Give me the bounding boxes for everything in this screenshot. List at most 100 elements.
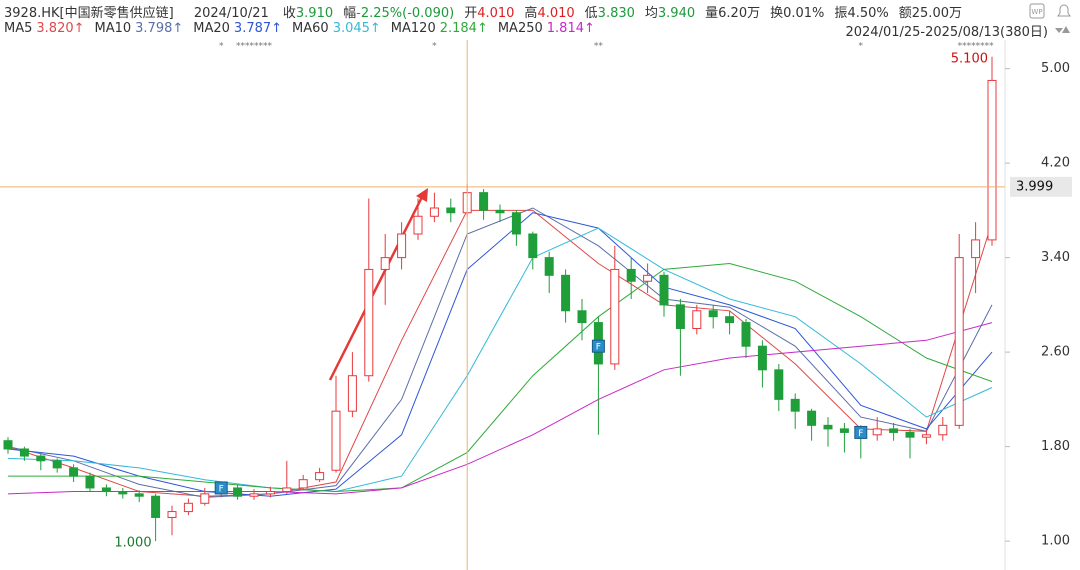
y-tick-label: 1.80 [1041,439,1070,454]
candle-body [134,493,144,497]
trend-arrow [328,194,425,381]
candle-body [954,257,964,426]
field: 收3.910 [283,6,333,21]
candle-body [528,233,538,259]
legend-entry: MA250 1.814↑ [498,21,595,36]
candle-body [69,467,79,477]
field: 低3.830 [585,6,635,21]
legend-entry: MA120 2.184↑ [391,21,488,36]
candle-body [479,192,489,211]
candle-body [544,257,554,276]
candle-body [101,487,111,492]
candle-body [725,316,735,324]
flag-box [854,425,868,439]
legend-entry: MA10 3.798↑ [95,21,184,36]
legend-name: MA20 [193,21,230,36]
field-value: 4.010 [477,6,515,21]
field-label: 均 [644,6,658,21]
field: 均3.940 [645,6,695,21]
candle-body [757,345,767,371]
y-tick-label: 5.00 [1041,61,1070,76]
legend-name: MA5 [4,21,33,36]
candle-body [347,375,357,412]
candle-body [610,268,620,365]
field-label: 收 [282,6,296,21]
candle-body [167,511,177,518]
candle-body [987,79,997,241]
candle-body [200,493,210,504]
legend-value: 2.184↑ [439,21,488,36]
ma-line [7,212,993,497]
ma-line [7,209,993,497]
flag-label: F [858,429,863,439]
wp-icon[interactable]: WP [1029,3,1045,19]
candle-body [446,207,456,214]
candle-body [872,428,882,436]
candle-body [331,410,341,471]
legend-entry: MA5 3.820↑ [4,21,85,36]
field-value: 0.01% [783,6,825,21]
candle-body [741,322,751,347]
candle-body [282,487,292,492]
legend-name: MA120 [390,21,436,36]
candle-body [118,490,128,495]
field: 幅-2.25%(-0.090) [343,6,454,21]
candle-body [151,495,161,518]
min-label: 1.000 [114,536,151,551]
field-value: 3.830 [597,6,635,21]
date: 2024/10/21 [193,6,269,21]
top-marker: * [859,42,864,52]
candle-body [413,215,423,235]
ma-line [7,322,993,495]
candle-body [790,398,800,412]
field-label: 开 [464,6,478,21]
y-tick-label: 2.60 [1041,345,1070,360]
candle-body [233,487,243,497]
candle-body [298,479,308,489]
candle-body [315,472,325,481]
dropdown-icon[interactable] [1055,28,1063,33]
y-tick-label: 1.00 [1041,534,1070,549]
field: 额25.00万 [899,6,962,21]
field-value: 3.940 [657,6,696,21]
svg-text:WP: WP [1031,8,1042,16]
range[interactable]: 2024/01/25-2025/08/13(380日) [845,25,1048,40]
candle-body [397,233,407,259]
candle-body [692,310,702,329]
ma-line [7,227,993,493]
candle-body [905,431,915,438]
legend-name: MA60 [292,21,329,36]
y-tick-label: 4.20 [1041,156,1070,171]
legend-name: MA250 [497,21,543,36]
bell-icon[interactable] [1057,4,1071,17]
candle-body [52,460,62,469]
candle-body [774,369,784,400]
field: 高4.010 [524,6,574,21]
candle-body [511,212,521,235]
candle-body [19,448,29,457]
legend-value: 3.820↑ [36,21,85,36]
flag-label: F [219,484,224,494]
candle-body [971,239,981,259]
candle-body [938,424,948,436]
top-marker: * [219,42,224,52]
field: 换0.01% [770,6,824,21]
legend-value: 3.045↑ [332,21,381,36]
field: 开4.010 [464,6,514,21]
top-marker: * [432,42,437,52]
legend-value: 3.787↑ [233,21,283,36]
max-label: 5.100 [951,51,988,66]
field-value: 4.010 [537,6,575,21]
top-marker: ******** [958,42,995,52]
header: 3928.HK[中国新零售供应链] 2024/10/21 收3.910 幅-2.2… [4,2,972,21]
legend-name: MA10 [94,21,132,36]
flag-label: F [596,343,601,353]
legend-entry: MA20 3.787↑ [193,21,282,36]
field-label: 换 [770,6,784,21]
candle-body [249,493,259,497]
field-label: 高 [524,6,538,21]
candle-body [643,274,653,282]
up-icon[interactable] [1062,26,1070,33]
candle-body [921,434,931,438]
